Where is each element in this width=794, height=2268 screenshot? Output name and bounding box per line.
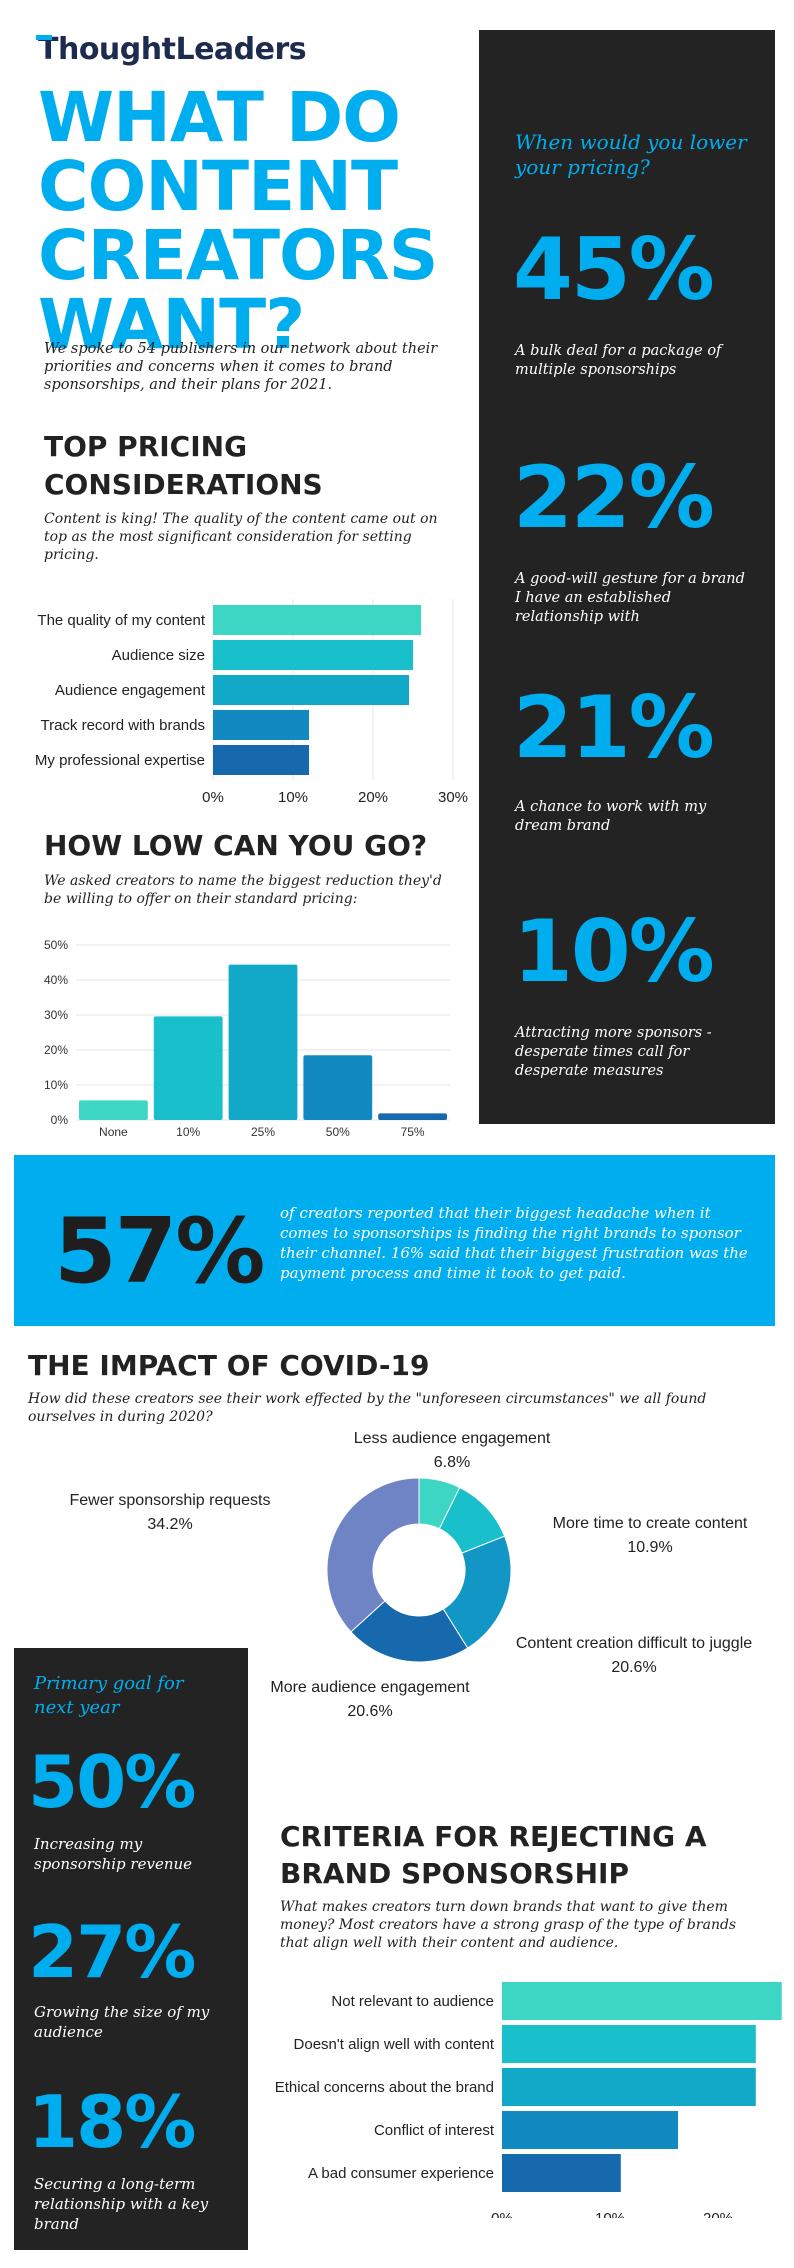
category-label: None	[99, 1125, 128, 1139]
pricing-title: TOP PRICING CONSIDERATIONS	[44, 430, 323, 501]
donut-slice	[442, 1535, 512, 1649]
category-label: Conflict of interest	[374, 2122, 495, 2139]
how-low-title: HOW LOW CAN YOU GO?	[44, 829, 428, 862]
stat-value: 22%	[513, 448, 715, 548]
category-label: 25%	[251, 1125, 275, 1139]
slice-value: 6.8%	[434, 1454, 470, 1471]
bar	[213, 640, 413, 670]
reject-subtitle: What makes creators turn down brands tha…	[280, 1899, 737, 1951]
slice-label: Content creation difficult to juggle	[516, 1635, 752, 1652]
bar	[502, 1982, 782, 2020]
price-reduction-chart: 0% 10% 20% 30% 40% 50% None 10% 25% 50% 75%	[44, 938, 450, 1139]
category-label: The quality of my content	[37, 612, 205, 629]
stat-caption: A chance to work with my dream brand	[515, 799, 707, 834]
slice-label: Less audience engagement	[354, 1430, 551, 1447]
tick-label: 20%	[358, 789, 388, 805]
bar	[502, 2025, 756, 2063]
tick-label: 30%	[438, 789, 468, 805]
category-label: Doesn't align well with content	[294, 2036, 495, 2053]
tick-label: 20%	[703, 2210, 733, 2218]
banner-stat: 57%	[54, 1199, 265, 1304]
tick-label: 0%	[202, 789, 224, 805]
bar	[378, 1113, 447, 1120]
stat-value: 45%	[513, 220, 715, 320]
stat-value: 27%	[28, 1910, 196, 1994]
tick-label: 0%	[491, 2210, 513, 2218]
slice-label: Fewer sponsorship requests	[70, 1492, 271, 1509]
stat-caption: Increasing my sponsorship revenue	[34, 1835, 193, 1873]
intro-text: We spoke to 54 publishers in our network…	[44, 341, 438, 393]
bar	[502, 2154, 621, 2192]
stat-caption: A bulk deal for a package of multiple sp…	[515, 343, 722, 378]
covid-impact-chart: Less audience engagement 6.8% More time to…	[70, 1430, 753, 1720]
stat-value: 10%	[513, 902, 715, 1002]
primary-goal-panel: Primary goal for next year 50% Increasin…	[14, 1648, 248, 2250]
category-label: Not relevant to audience	[331, 1993, 494, 2010]
page-title: WHAT DO CONTENT CREATORS WANT?	[38, 78, 439, 365]
bar	[213, 710, 309, 740]
bar	[502, 2111, 679, 2149]
slice-label: More time to create content	[553, 1515, 748, 1532]
covid-title: THE IMPACT OF COVID-19	[28, 1349, 430, 1382]
bar	[79, 1100, 148, 1120]
tick-label: 10%	[44, 1078, 68, 1092]
tick-label: 40%	[44, 973, 68, 987]
goal-heading: Primary goal for next year	[34, 1673, 184, 1718]
category-label: 50%	[326, 1125, 350, 1139]
bar	[228, 964, 298, 1120]
stat-caption: Growing the size of my audience	[34, 2003, 210, 2041]
bar	[213, 605, 421, 635]
slice-value: 20.6%	[347, 1703, 392, 1720]
stat-value: 21%	[513, 678, 715, 778]
slice-value: 10.9%	[627, 1539, 672, 1556]
how-low-subtitle: We asked creators to name the biggest re…	[44, 873, 442, 907]
thoughtleaders-logo: ThoughtLeaders	[36, 32, 307, 67]
category-label: 10%	[176, 1125, 200, 1139]
slice-value: 20.6%	[611, 1659, 656, 1676]
category-label: 75%	[401, 1125, 425, 1139]
category-label: A bad consumer experience	[308, 2165, 494, 2182]
stat-value: 18%	[28, 2080, 196, 2164]
category-label: Ethical concerns about the brand	[275, 2079, 494, 2096]
tick-label: 30%	[44, 1008, 68, 1022]
covid-subtitle: How did these creators see their work ef…	[28, 1391, 707, 1425]
pricing-subtitle: Content is king! The quality of the cont…	[44, 511, 438, 563]
bar	[213, 745, 309, 775]
pricing-question: When would you lower your pricing?	[515, 130, 747, 179]
slice-value: 34.2%	[147, 1516, 192, 1533]
category-label: Audience engagement	[55, 682, 206, 699]
category-label: Track record with brands	[40, 717, 205, 734]
reject-title: CRITERIA FOR REJECTING A BRAND SPONSORSH…	[280, 1820, 707, 1890]
category-label: My professional expertise	[35, 752, 205, 769]
slice-label: More audience engagement	[270, 1679, 470, 1696]
pricing-reasons-panel: When would you lower your pricing? 45% A…	[479, 30, 775, 1124]
pricing-considerations-chart: The quality of my content Audience size Au…	[35, 599, 468, 805]
tick-label: 20%	[44, 1043, 68, 1057]
bar	[153, 1016, 223, 1120]
headache-banner: 57% of creators reported that their bigg…	[14, 1155, 775, 1326]
category-label: Audience size	[112, 647, 205, 664]
stat-caption: Securing a long-term relationship with a…	[34, 2175, 209, 2233]
tick-label: 50%	[44, 938, 68, 952]
donut-slice	[350, 1600, 469, 1663]
tick-label: 10%	[278, 789, 308, 805]
tick-label: 10%	[595, 2210, 625, 2218]
bar	[303, 1055, 373, 1120]
stat-caption: A good-will gesture for a brand I have a…	[515, 571, 745, 625]
stat-caption: Attracting more sponsors - desperate tim…	[515, 1025, 712, 1079]
donut-slice	[326, 1477, 420, 1633]
banner-text: of creators reported that their biggest …	[280, 1204, 748, 1282]
bar	[502, 2068, 756, 2106]
rejection-criteria-chart: Not relevant to audience Doesn't align we…	[275, 1982, 782, 2218]
stat-value: 50%	[28, 1740, 196, 1824]
tick-label: 0%	[51, 1113, 69, 1127]
bar	[213, 675, 409, 705]
